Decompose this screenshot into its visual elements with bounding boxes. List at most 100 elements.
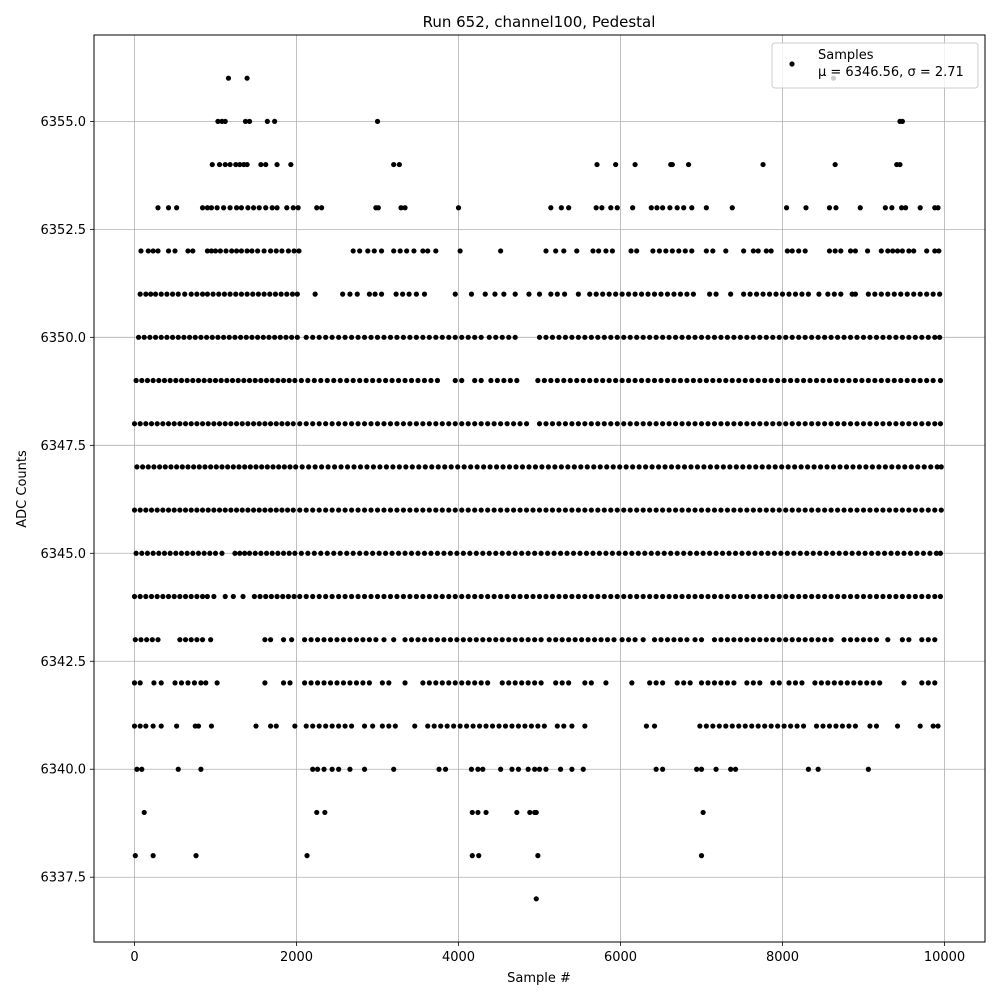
data-point xyxy=(925,421,931,427)
data-point xyxy=(672,421,679,427)
data-point xyxy=(648,205,654,211)
data-point xyxy=(917,291,923,297)
data-point xyxy=(724,637,731,643)
data-point xyxy=(348,334,355,340)
data-point xyxy=(472,334,478,340)
data-point xyxy=(878,377,884,384)
data-point xyxy=(460,550,466,556)
data-point xyxy=(880,507,886,513)
data-point xyxy=(376,550,382,556)
data-point xyxy=(925,680,931,686)
data-point xyxy=(238,248,245,254)
data-point xyxy=(595,593,601,600)
data-point xyxy=(374,421,381,427)
data-point xyxy=(138,637,144,643)
data-point xyxy=(859,377,865,384)
data-point xyxy=(789,248,795,254)
data-point xyxy=(737,637,743,643)
data-point xyxy=(867,507,873,513)
data-point xyxy=(878,248,884,254)
data-point xyxy=(214,205,220,211)
data-point xyxy=(216,161,223,168)
data-point xyxy=(788,377,794,384)
data-point xyxy=(783,334,789,340)
data-point xyxy=(512,334,518,340)
data-point xyxy=(334,680,340,686)
legend-marker xyxy=(789,61,795,67)
data-point xyxy=(264,464,270,470)
data-point xyxy=(475,766,481,772)
data-point xyxy=(407,334,413,340)
data-point xyxy=(389,377,395,384)
data-point xyxy=(731,334,737,340)
data-point xyxy=(415,377,421,384)
x-tick-label: 0 xyxy=(130,950,138,965)
data-point xyxy=(250,507,257,513)
data-point xyxy=(459,507,465,513)
data-point xyxy=(204,248,210,254)
data-point xyxy=(583,550,590,556)
data-point xyxy=(184,377,190,384)
data-point xyxy=(705,507,711,513)
data-point xyxy=(711,421,718,427)
data-point xyxy=(459,377,465,384)
data-point xyxy=(295,205,301,211)
data-point xyxy=(258,377,264,384)
data-point xyxy=(422,464,428,470)
data-point xyxy=(565,464,571,470)
data-point xyxy=(640,421,646,427)
data-point xyxy=(893,593,899,600)
data-point xyxy=(749,723,755,729)
data-point xyxy=(433,248,439,254)
data-point xyxy=(799,680,805,686)
data-point xyxy=(420,248,426,254)
data-point xyxy=(642,550,648,556)
data-point xyxy=(151,464,157,470)
data-point xyxy=(532,550,538,556)
data-point xyxy=(776,593,782,600)
data-point xyxy=(350,248,356,254)
data-point xyxy=(872,377,878,384)
data-point xyxy=(549,507,556,513)
data-point xyxy=(413,421,419,427)
data-point xyxy=(145,464,151,470)
data-point xyxy=(865,766,871,772)
data-point xyxy=(267,421,274,427)
data-point xyxy=(235,377,241,384)
data-point xyxy=(294,291,300,297)
data-point xyxy=(614,205,620,211)
data-point xyxy=(772,464,778,470)
data-point xyxy=(395,550,402,556)
data-point xyxy=(420,421,426,427)
data-point xyxy=(671,637,677,643)
legend-box xyxy=(771,42,979,89)
data-point xyxy=(705,593,711,600)
data-point xyxy=(181,334,187,340)
data-point xyxy=(749,377,755,384)
data-point xyxy=(815,637,821,643)
data-point xyxy=(763,593,769,600)
data-point xyxy=(817,550,823,556)
data-point xyxy=(150,377,156,384)
data-point xyxy=(374,507,381,513)
data-point xyxy=(820,377,826,384)
data-point xyxy=(478,334,484,340)
data-point xyxy=(165,248,172,254)
data-point xyxy=(679,507,685,513)
data-point xyxy=(504,421,510,427)
data-point xyxy=(548,291,554,297)
data-point xyxy=(528,723,535,729)
data-point xyxy=(768,723,774,729)
data-point xyxy=(930,723,936,729)
data-point xyxy=(800,723,807,729)
data-point xyxy=(131,507,138,513)
data-point xyxy=(279,507,285,513)
data-point xyxy=(319,464,325,470)
data-point xyxy=(452,507,458,513)
data-point xyxy=(770,507,776,513)
data-point xyxy=(856,464,863,470)
data-point xyxy=(483,723,489,729)
data-point xyxy=(245,421,251,427)
data-point xyxy=(757,507,763,513)
data-point xyxy=(289,334,295,340)
